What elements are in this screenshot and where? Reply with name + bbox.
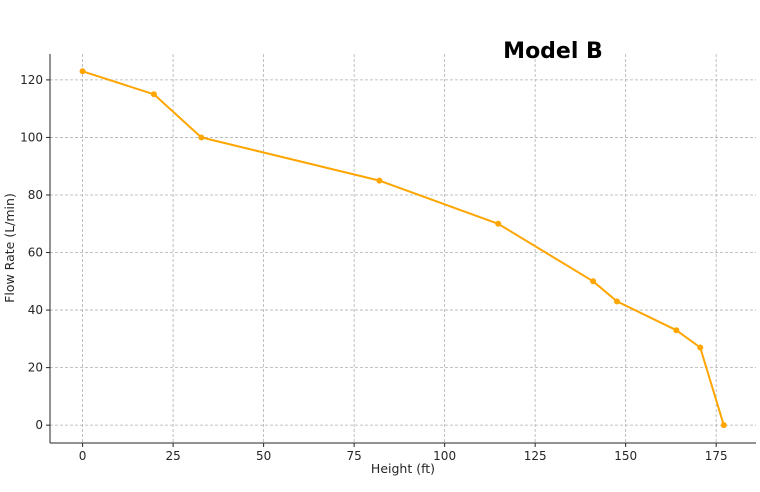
x-axis-label: Height (ft) <box>371 461 435 476</box>
y-tick-label: 60 <box>28 246 43 260</box>
x-tick-label: 75 <box>346 449 361 463</box>
data-point <box>613 298 620 305</box>
y-tick-label: 40 <box>28 303 43 317</box>
y-tick-label: 80 <box>28 188 43 202</box>
x-tick-label: 100 <box>433 449 456 463</box>
data-point <box>376 177 383 184</box>
chart-title: Model B <box>503 39 603 64</box>
data-point <box>150 91 157 98</box>
x-tick-label: 175 <box>705 449 728 463</box>
data-point <box>495 220 502 227</box>
x-tick-label: 150 <box>614 449 637 463</box>
x-tick-label: 0 <box>79 449 87 463</box>
x-ticks: 0 25 50 75 100 125 150 175 <box>79 443 728 463</box>
data-point <box>79 68 86 75</box>
grid <box>50 54 756 443</box>
data-point <box>198 134 205 141</box>
series-layer <box>79 68 727 429</box>
data-point <box>673 327 680 334</box>
data-point <box>720 422 727 429</box>
x-tick-label: 25 <box>165 449 180 463</box>
y-axis-label: Flow Rate (L/min) <box>2 193 17 303</box>
data-point <box>697 344 704 351</box>
series-line <box>82 70 725 426</box>
y-tick-label: 100 <box>20 130 43 144</box>
x-tick-label: 50 <box>256 449 271 463</box>
data-point <box>590 278 597 285</box>
y-tick-label: 120 <box>20 73 43 87</box>
x-tick-label: 125 <box>524 449 547 463</box>
y-tick-label: 20 <box>28 361 43 375</box>
y-tick-label: 0 <box>35 418 43 432</box>
y-ticks: 0 20 40 60 80 100 120 <box>20 73 50 432</box>
axes <box>49 54 756 444</box>
